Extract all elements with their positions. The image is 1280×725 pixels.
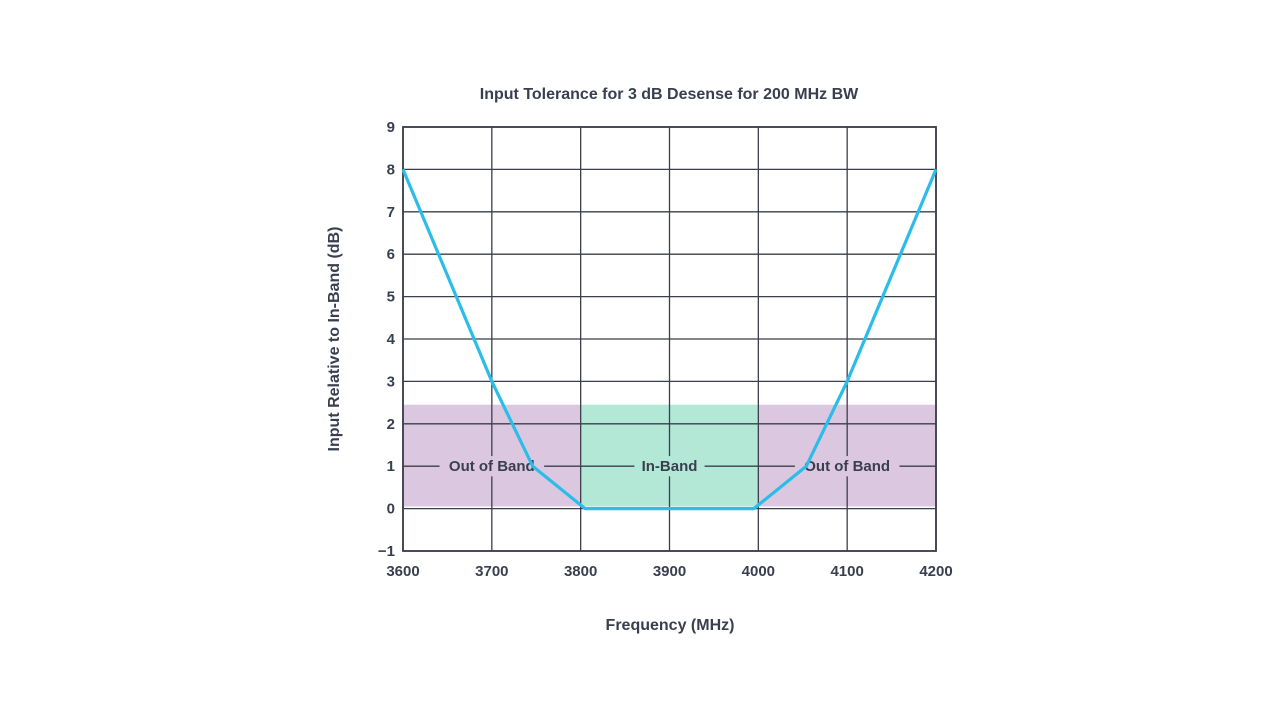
x-axis-label: Frequency (MHz) — [606, 617, 735, 634]
y-tick-label: 9 — [387, 119, 395, 136]
region-label: In-Band — [642, 458, 698, 475]
y-tick-label: 0 — [387, 501, 395, 518]
x-tick-label: 3600 — [386, 563, 419, 580]
y-tick-label: 8 — [387, 161, 395, 178]
y-tick-label: 7 — [387, 204, 395, 221]
x-tick-label: 3700 — [475, 563, 508, 580]
x-tick-label: 3900 — [653, 563, 686, 580]
y-tick-label: −1 — [378, 543, 395, 560]
y-tick-label: 3 — [387, 373, 395, 390]
y-tick-label: 1 — [387, 458, 395, 475]
region-label: Out of Band — [449, 458, 535, 475]
region-label: Out of Band — [804, 458, 890, 475]
chart-title: Input Tolerance for 3 dB Desense for 200… — [480, 86, 859, 103]
x-tick-label: 4200 — [919, 563, 952, 580]
y-tick-label: 4 — [387, 331, 396, 348]
y-tick-label: 5 — [387, 289, 395, 306]
y-tick-label: 2 — [387, 416, 395, 433]
x-tick-label: 3800 — [564, 563, 597, 580]
y-tick-label: 6 — [387, 246, 395, 263]
x-tick-label: 4000 — [742, 563, 775, 580]
x-tick-label: 4100 — [830, 563, 863, 580]
y-axis-label: Input Relative to In-Band (dB) — [326, 227, 343, 452]
